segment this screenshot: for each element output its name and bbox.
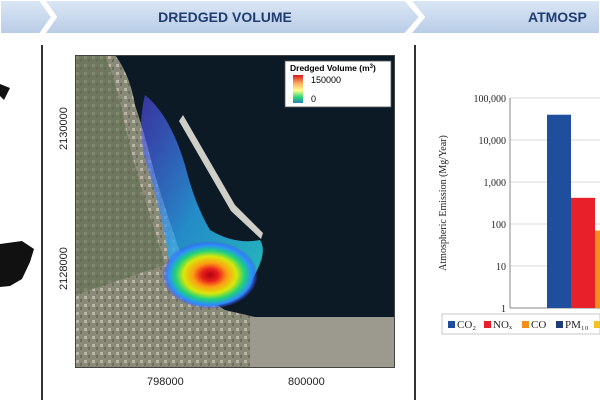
divider-right — [414, 45, 416, 400]
legend-max: 150000 — [311, 75, 341, 85]
chart-legend-frame — [441, 313, 600, 335]
map-x-tick: 800000 — [288, 376, 325, 388]
left-shape-top — [0, 84, 10, 100]
banner-chevron-dredged — [42, 0, 422, 34]
chart-legend-label: CO₂ — [457, 319, 476, 331]
chart-legend-label: CO — [531, 319, 546, 331]
dredged-volume-map: Dredged Volume (m3) 150000 0 — [75, 55, 395, 368]
chart-y-tick: 100,000 — [474, 94, 507, 105]
legend-min: 0 — [311, 94, 316, 104]
legend-title: Dredged Volume (m3) — [290, 63, 376, 73]
chart-legend-swatch — [594, 321, 600, 328]
land-vegetation — [75, 55, 165, 295]
chart-legend-label: PM₁₀ — [565, 319, 589, 331]
chart-y-tick: 1,000 — [484, 178, 507, 189]
left-panel-fragment — [0, 84, 34, 287]
chart-y-tick: 1 — [501, 304, 506, 315]
dredge-hotspot — [162, 241, 258, 309]
map-frame — [75, 55, 395, 368]
banner-title-atmos: ATMOSP — [528, 9, 587, 25]
chart-bar — [595, 230, 600, 308]
chart-bar — [571, 197, 595, 308]
legend-colorbar — [293, 75, 303, 103]
chart-bar — [547, 114, 571, 308]
map-y-tick: 2130000 — [58, 107, 70, 150]
chart-legend-swatch — [522, 321, 529, 328]
banner-title-dredged: DREDGED VOLUME — [158, 9, 292, 25]
land-area — [75, 55, 395, 368]
chart-y-tick: 10 — [496, 262, 506, 273]
emissions-chart: Atmospheric Emission (Mg/Year) 100,000 10,… — [438, 94, 600, 335]
chart-legend-swatch — [484, 321, 491, 328]
section-banner: DREDGED VOLUME ATMOSP — [0, 0, 600, 34]
breakwater — [179, 115, 263, 239]
chart-y-tick: 100 — [491, 220, 506, 231]
chart-y-label: Atmospheric Emission (Mg/Year) — [438, 135, 449, 271]
harbor-area — [250, 317, 395, 368]
chart-legend-label: NOₓ — [493, 319, 513, 331]
divider-left — [41, 45, 43, 400]
chart-y-tick: 10,000 — [479, 136, 507, 147]
banner-chevron-left — [0, 0, 54, 34]
map-x-tick: 798000 — [147, 376, 184, 388]
banner-chevron-atmos — [408, 0, 600, 34]
chart-legend-swatch — [448, 321, 455, 328]
map-y-tick: 2128000 — [58, 247, 70, 290]
left-shape-bottom — [0, 241, 34, 287]
chart-legend-swatch — [556, 321, 563, 328]
